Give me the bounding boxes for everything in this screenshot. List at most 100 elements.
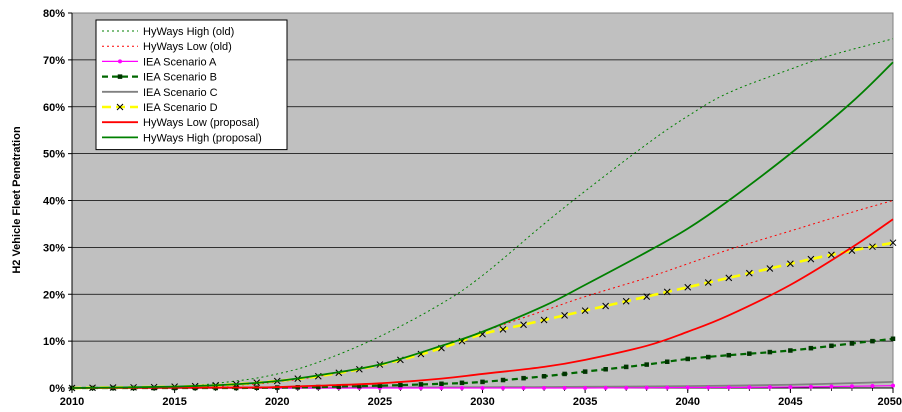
data-point: [767, 349, 773, 355]
legend-marker: [118, 59, 122, 64]
x-marker-stroke: [725, 274, 733, 282]
data-point: [500, 377, 506, 383]
x-marker-stroke: [684, 283, 692, 291]
x-marker-stroke: [479, 330, 486, 338]
legend-label: HyWays High (proposal): [143, 132, 262, 144]
data-point: [747, 385, 752, 390]
series-hyways-low-proposal: [71, 218, 894, 389]
x-tick-label: 2010: [60, 396, 84, 408]
data-point: [767, 385, 772, 390]
data-point: [663, 288, 671, 296]
data-point: [521, 386, 526, 390]
data-point: [499, 326, 507, 333]
data-point: [665, 385, 670, 390]
data-point: [745, 269, 753, 277]
x-marker-stroke: [766, 265, 774, 272]
data-point: [623, 364, 629, 370]
data-point: [869, 243, 876, 251]
data-point: [706, 354, 711, 360]
data-point: [439, 381, 444, 387]
x-marker-stroke: [787, 260, 794, 268]
series-hyways-high-old: [71, 38, 894, 389]
data-point: [829, 384, 834, 389]
legend-label: HyWays Low (old): [143, 41, 232, 53]
data-point: [418, 382, 424, 387]
data-point: [829, 343, 834, 349]
y-tick-label: 10%: [43, 336, 65, 348]
x-tick-label: 2015: [162, 396, 186, 408]
y-tick-label: 70%: [43, 55, 65, 67]
series-hyways-low-old: [71, 200, 894, 389]
data-point: [602, 302, 610, 310]
data-point: [622, 297, 630, 305]
data-point: [891, 383, 895, 388]
legend-item: IEA Scenario A: [102, 56, 217, 68]
x-marker-stroke: [561, 311, 568, 319]
legend-item: HyWays High (old): [102, 26, 234, 38]
data-point: [480, 386, 485, 390]
data-point: [521, 375, 526, 381]
data-point: [706, 385, 711, 390]
legend-marker: [117, 74, 123, 79]
y-axis-label: H2 Vehicle Fleet Penetration: [11, 126, 23, 274]
data-point: [398, 382, 403, 388]
data-point: [788, 385, 793, 390]
data-point: [418, 386, 423, 390]
legend-label: HyWays High (old): [143, 26, 234, 38]
data-point: [828, 251, 835, 259]
x-tick-label: 2050: [878, 396, 902, 408]
data-point: [459, 380, 465, 386]
x-marker-stroke: [807, 255, 815, 263]
data-point: [480, 379, 485, 385]
x-marker-stroke: [622, 297, 630, 305]
data-point: [540, 316, 548, 324]
legend-item: IEA Scenario D: [102, 102, 218, 114]
gridlines: [72, 59, 893, 342]
data-point: [807, 255, 815, 263]
y-tick-label: 80%: [43, 8, 65, 20]
x-marker-stroke: [663, 288, 671, 296]
data-point: [459, 386, 464, 390]
data-point: [808, 384, 813, 389]
x-marker-stroke: [520, 321, 527, 329]
legend-box: [95, 19, 288, 151]
x-marker-stroke: [540, 316, 548, 324]
y-tick-label: 30%: [43, 242, 65, 254]
data-point: [685, 356, 690, 362]
series-hyways-high-proposal: [71, 61, 894, 389]
data-point: [808, 345, 814, 351]
x-marker-stroke: [848, 247, 856, 255]
data-point: [787, 260, 794, 268]
series-line: [71, 61, 894, 389]
data-point: [725, 274, 733, 282]
data-point: [685, 385, 690, 390]
data-point: [766, 265, 774, 272]
x-marker-stroke: [581, 307, 589, 315]
series-layer: [68, 38, 897, 392]
data-point: [747, 351, 752, 356]
data-point: [562, 371, 567, 377]
x-marker-stroke: [869, 243, 876, 251]
legend: HyWays High (old) HyWays Low (old) IEA Sce…: [95, 19, 288, 151]
x-marker-stroke: [438, 344, 445, 352]
legend-label: HyWays Low (proposal): [143, 117, 259, 129]
data-point: [581, 307, 589, 315]
data-point: [849, 341, 855, 346]
data-point: [541, 374, 547, 379]
legend-label: IEA Scenario D: [143, 102, 218, 114]
series-line: [71, 218, 894, 389]
data-point: [439, 386, 444, 390]
x-tick-label: 2020: [265, 396, 289, 408]
x-marker-stroke: [602, 302, 610, 310]
data-point: [644, 385, 649, 390]
data-point: [849, 384, 854, 389]
legend-item: HyWays High (proposal): [102, 132, 262, 144]
y-tick-label: 20%: [43, 289, 65, 301]
data-point: [890, 336, 896, 342]
x-tick-label: 2030: [470, 396, 494, 408]
x-marker-stroke: [745, 269, 753, 277]
y-tick-label: 40%: [43, 196, 65, 208]
series-line: [71, 200, 894, 389]
data-point: [664, 359, 670, 364]
